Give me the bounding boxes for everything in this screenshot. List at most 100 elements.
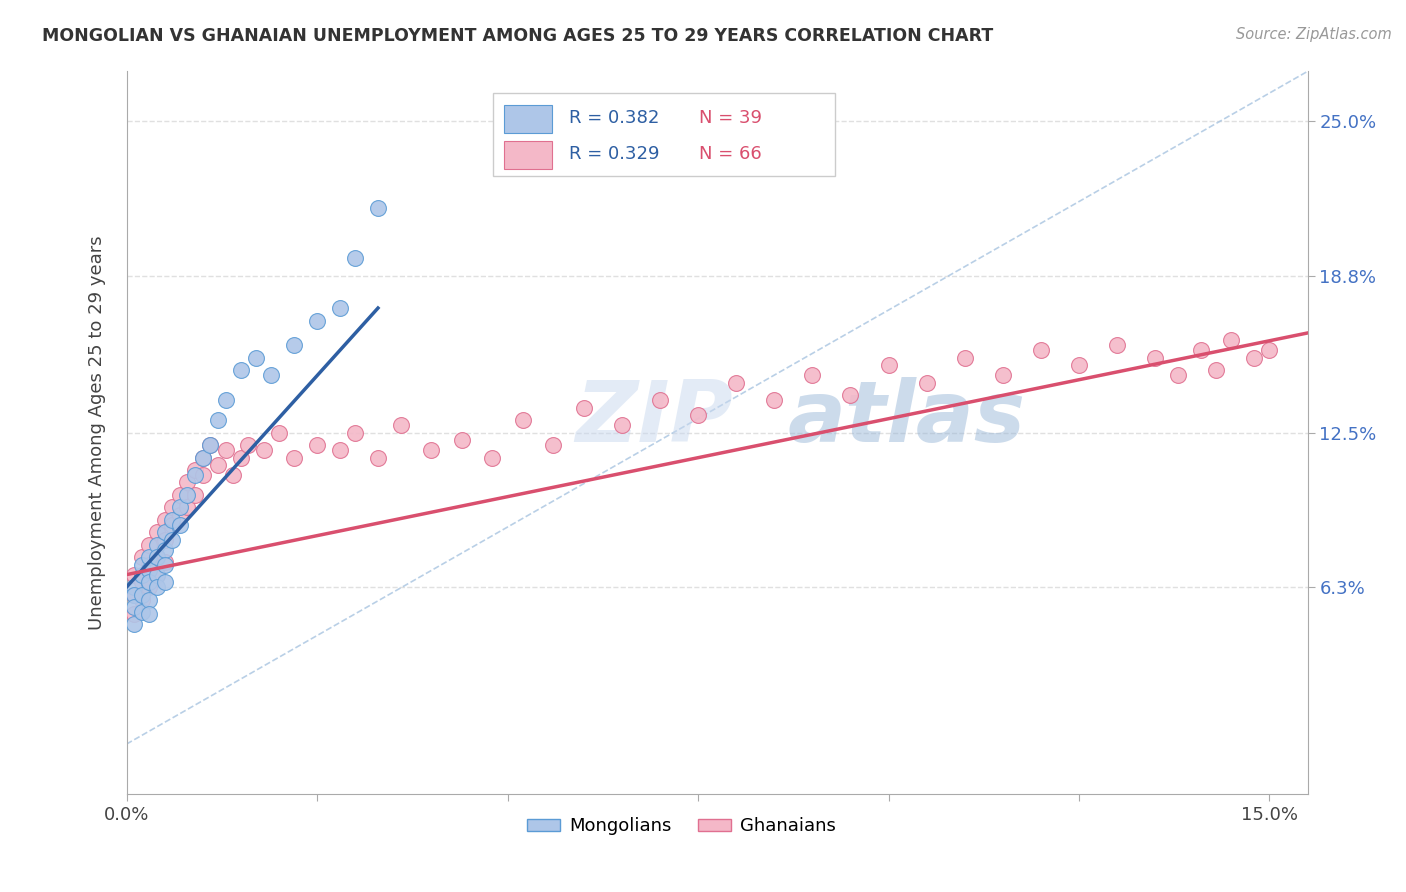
Point [1167,368,1189,383]
Point [283,450,305,465]
Point [184,467,207,482]
Point [122,588,145,602]
Point [207,458,229,472]
FancyBboxPatch shape [505,105,551,133]
Point [877,359,900,373]
Point [839,388,862,402]
Point [146,567,169,582]
Text: R = 0.329: R = 0.329 [569,145,659,163]
Point [1107,338,1129,352]
Point [1189,343,1212,358]
Point [207,413,229,427]
Point [420,443,443,458]
Point [153,513,176,527]
Point [146,550,169,565]
Point [169,508,191,522]
Point [991,368,1014,383]
Point [344,425,367,440]
Point [153,555,176,569]
Point [169,500,191,515]
Point [169,488,191,502]
Point [481,450,503,465]
Point [238,438,260,452]
Point [1205,363,1227,377]
Y-axis label: Unemployment Among Ages 25 to 29 years: Unemployment Among Ages 25 to 29 years [87,235,105,630]
Point [686,408,709,422]
Point [915,376,938,390]
Point [725,376,748,390]
Point [191,467,214,482]
Point [122,600,145,615]
Point [191,450,214,465]
Point [267,425,290,440]
Text: atlas: atlas [787,376,1026,459]
Point [146,550,169,565]
Point [122,607,145,622]
Point [1243,351,1265,365]
Point [138,550,160,565]
Point [450,433,472,447]
Point [1067,359,1090,373]
Point [610,418,633,433]
Point [131,558,153,572]
Point [648,393,671,408]
Point [131,588,153,602]
Point [184,488,207,502]
Point [329,443,352,458]
Point [184,463,207,477]
Point [801,368,824,383]
Point [138,592,160,607]
Point [146,525,169,540]
Text: N = 66: N = 66 [699,145,762,163]
Point [169,517,191,532]
FancyBboxPatch shape [492,93,835,176]
Point [176,475,198,490]
Point [146,538,169,552]
Point [1029,343,1052,358]
Point [214,443,236,458]
Point [138,575,160,590]
Point [153,558,176,572]
Point [200,438,222,452]
Point [146,580,169,594]
Point [541,438,564,452]
Point [162,500,184,515]
Point [512,413,534,427]
Point [176,500,198,515]
Point [260,368,283,383]
Point [131,605,153,619]
Point [367,450,389,465]
Point [131,592,153,607]
Point [138,558,160,572]
Point [763,393,786,408]
Point [162,533,184,547]
Text: ZIP: ZIP [575,376,733,459]
Point [329,301,352,315]
Point [138,580,160,594]
Point [389,418,412,433]
Point [200,438,222,452]
Point [138,607,160,622]
Point [153,575,176,590]
Point [162,513,184,527]
Point [229,450,252,465]
Point [153,542,176,557]
Point [122,588,145,602]
Point [1258,343,1281,358]
Point [344,251,367,265]
Point [138,538,160,552]
Point [305,313,328,327]
Point [146,567,169,582]
Point [131,550,153,565]
FancyBboxPatch shape [505,142,551,169]
Point [122,617,145,632]
Point [953,351,976,365]
Text: Source: ZipAtlas.com: Source: ZipAtlas.com [1236,27,1392,42]
Point [176,488,198,502]
Point [245,351,267,365]
Point [153,525,176,540]
Point [131,575,153,590]
Text: MONGOLIAN VS GHANAIAN UNEMPLOYMENT AMONG AGES 25 TO 29 YEARS CORRELATION CHART: MONGOLIAN VS GHANAIAN UNEMPLOYMENT AMONG… [42,27,994,45]
Point [1144,351,1167,365]
Text: R = 0.382: R = 0.382 [569,110,659,128]
